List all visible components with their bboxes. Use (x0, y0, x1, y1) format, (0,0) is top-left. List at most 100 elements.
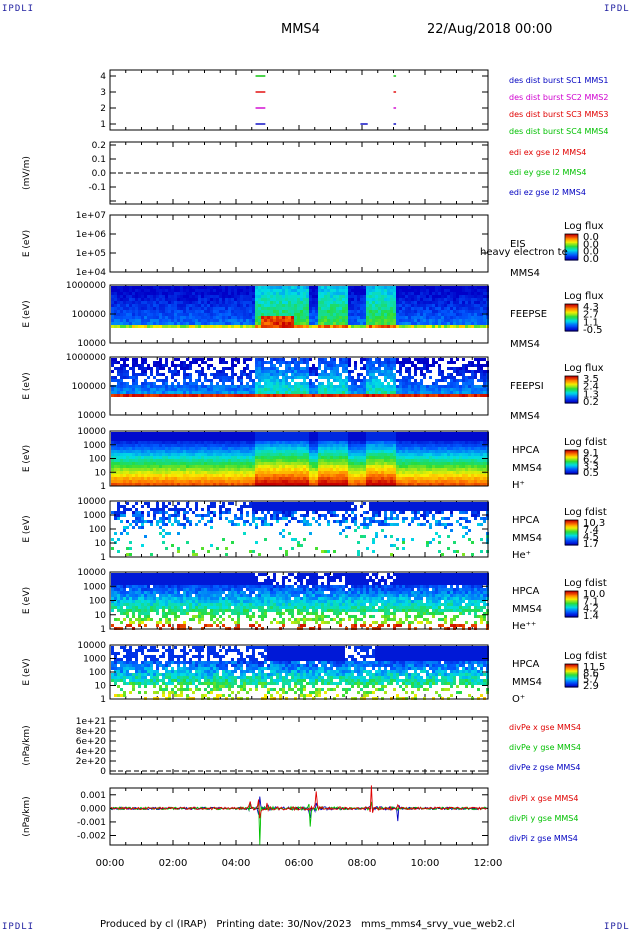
spectrogram-cell (417, 394, 420, 397)
spectrogram-cell (264, 316, 267, 319)
spectrogram-cell (183, 444, 186, 447)
spectrogram-cell (465, 394, 468, 397)
spectrogram-cell (375, 468, 378, 471)
spectrogram-cell (372, 286, 375, 289)
spectrogram-cell (231, 453, 234, 456)
spectrogram-cell (360, 319, 363, 322)
spectrogram-cell (162, 391, 165, 394)
spectrogram-cell (159, 361, 162, 364)
spectrogram-cell (279, 391, 282, 394)
spectrogram-cell (339, 432, 342, 435)
spectrogram-cell (237, 465, 240, 468)
spectrogram-cell (165, 447, 168, 450)
spectrogram-cell (201, 301, 204, 304)
spectrogram-cell (264, 477, 267, 480)
spectrogram-cell (168, 459, 171, 462)
spectrogram-cell (327, 310, 330, 313)
spectrogram-cell (426, 325, 429, 328)
spectrogram-cell (270, 432, 273, 435)
spectrogram-cell (246, 298, 249, 301)
spectrogram-cell (234, 316, 237, 319)
spectrogram-cell (135, 456, 138, 459)
spectrogram-cell (354, 286, 357, 289)
spectrogram-cell (138, 316, 141, 319)
spectrogram-cell (210, 298, 213, 301)
spectrogram-cell (270, 388, 273, 391)
spectrogram-cell (312, 447, 315, 450)
spectrogram-cell (207, 388, 210, 391)
spectrogram-cell (420, 394, 423, 397)
spectrogram-cell (480, 325, 483, 328)
spectrogram-cell (378, 289, 381, 292)
spectrogram-cell (408, 322, 411, 325)
spectrogram-cell (441, 325, 444, 328)
panel-4-spectrogram (111, 358, 489, 397)
spectrogram-cell (261, 456, 264, 459)
spectrogram-cell (369, 307, 372, 310)
spectrogram-cell (213, 477, 216, 480)
spectrogram-cell (165, 295, 168, 298)
spectrogram-cell (345, 376, 348, 379)
spectrogram-cell (378, 370, 381, 373)
spectrogram-cell (411, 435, 414, 438)
spectrogram-cell (393, 450, 396, 453)
spectrogram-cell (318, 391, 321, 394)
spectrogram-cell (306, 459, 309, 462)
spectrogram-cell (267, 289, 270, 292)
spectrogram-cell (369, 438, 372, 441)
spectrogram-cell (240, 295, 243, 298)
spectrogram-cell (132, 316, 135, 319)
spectrogram-cell (186, 286, 189, 289)
spectrogram-cell (123, 370, 126, 373)
spectrogram-cell (111, 447, 114, 450)
spectrogram-cell (462, 307, 465, 310)
spectrogram-cell (213, 474, 216, 477)
spectrogram-cell (375, 376, 378, 379)
spectrogram-cell (174, 292, 177, 295)
spectrogram-cell (387, 298, 390, 301)
spectrogram-cell (468, 322, 471, 325)
spectrogram-cell (336, 388, 339, 391)
spectrogram-cell (240, 447, 243, 450)
spectrogram-cell (345, 471, 348, 474)
spectrogram-cell (336, 471, 339, 474)
spectrogram-cell (183, 319, 186, 322)
spectrogram-cell (333, 292, 336, 295)
spectrogram-cell (183, 364, 186, 367)
spectrogram-cell (378, 438, 381, 441)
spectrogram-cell (333, 450, 336, 453)
spectrogram-cell (384, 376, 387, 379)
spectrogram-cell (252, 370, 255, 373)
panel-3-colorbar-cell (565, 313, 578, 316)
spectrogram-cell (294, 447, 297, 450)
spectrogram-cell (300, 477, 303, 480)
spectrogram-cell (144, 435, 147, 438)
spectrogram-cell (363, 313, 366, 316)
spectrogram-cell (246, 376, 249, 379)
spectrogram-cell (198, 388, 201, 391)
spectrogram-cell (213, 373, 216, 376)
spectrogram-cell (378, 379, 381, 382)
spectrogram-cell (312, 301, 315, 304)
spectrogram-cell (276, 447, 279, 450)
spectrogram-cell (135, 465, 138, 468)
spectrogram-cell (339, 295, 342, 298)
spectrogram-cell (138, 325, 141, 328)
spectrogram-cell (468, 379, 471, 382)
spectrogram-cell (408, 310, 411, 313)
spectrogram-cell (369, 310, 372, 313)
spectrogram-cell (432, 382, 435, 385)
spectrogram-cell (279, 301, 282, 304)
spectrogram-cell (369, 292, 372, 295)
spectrogram-cell (387, 310, 390, 313)
spectrogram-cell (342, 307, 345, 310)
spectrogram-cell (159, 391, 162, 394)
spectrogram-cell (249, 307, 252, 310)
spectrogram-cell (324, 304, 327, 307)
spectrogram-cell (309, 313, 312, 316)
spectrogram-cell (225, 316, 228, 319)
spectrogram-cell (237, 301, 240, 304)
spectrogram-cell (378, 313, 381, 316)
spectrogram-cell (294, 313, 297, 316)
spectrogram-cell (414, 367, 417, 370)
